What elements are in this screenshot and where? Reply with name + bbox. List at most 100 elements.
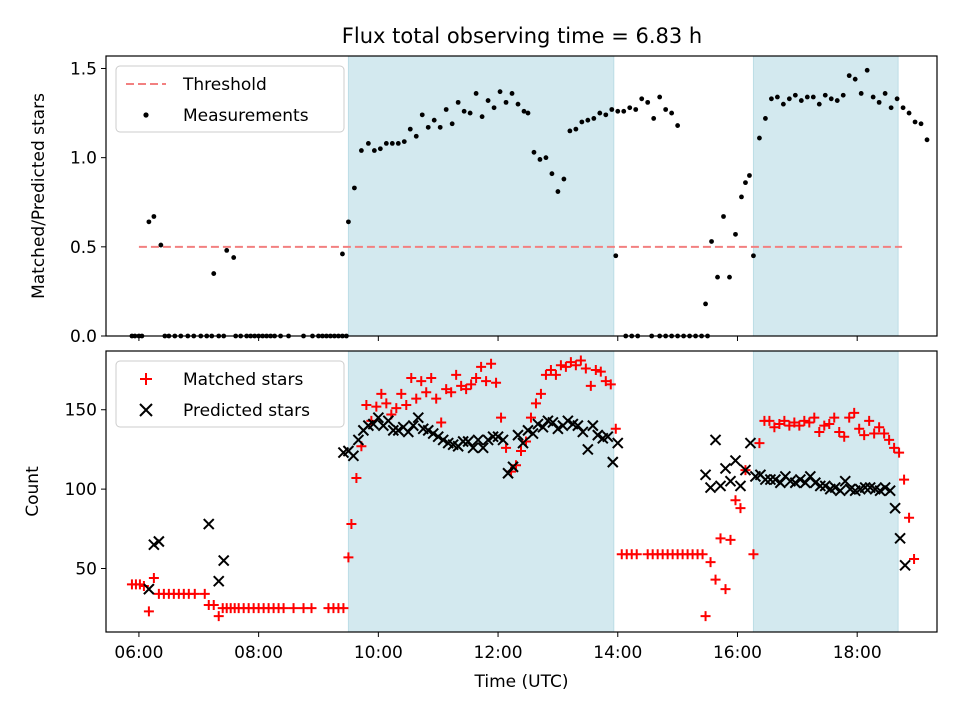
- point-predicted-stars: [372, 411, 385, 424]
- point-predicted-stars: [522, 424, 534, 437]
- plot-frame: [105, 350, 938, 633]
- point-measurements: [852, 76, 858, 82]
- point-matched-stars: [466, 379, 477, 390]
- point-matched-stars: [496, 412, 507, 423]
- point-matched-stars: [545, 365, 556, 376]
- point-measurements: [798, 98, 804, 103]
- point-measurements: [894, 96, 900, 102]
- point-measurements: [525, 110, 531, 116]
- legend-label: Threshold: [182, 75, 267, 95]
- point-predicted-stars: [592, 429, 604, 441]
- point-predicted-stars: [764, 473, 777, 486]
- point-matched-stars: [839, 431, 850, 442]
- point-measurements: [591, 116, 597, 121]
- point-measurements: [651, 116, 657, 121]
- point-matched-stars: [725, 534, 736, 545]
- point-matched-stars: [471, 372, 482, 383]
- point-matched-stars: [580, 363, 591, 374]
- point-measurements: [449, 121, 455, 127]
- point-predicted-stars: [607, 456, 619, 468]
- point-predicted-stars: [884, 484, 896, 497]
- point-measurements: [352, 185, 357, 191]
- point-matched-stars: [884, 434, 895, 445]
- point-predicted-stars: [492, 431, 504, 443]
- point-measurements: [763, 116, 768, 121]
- point-measurements: [792, 92, 798, 98]
- point-measurements: [876, 99, 882, 105]
- point-matched-stars: [899, 474, 910, 485]
- point-predicted-stars: [889, 502, 901, 514]
- point-matched-stars: [824, 419, 835, 430]
- point-matched-stars: [411, 393, 422, 404]
- y-tick-label: 1.0: [70, 149, 97, 169]
- point-matched-stars: [436, 417, 447, 428]
- point-predicted-stars: [437, 434, 449, 446]
- point-predicted-stars: [769, 473, 782, 486]
- point-matched-stars: [730, 495, 741, 506]
- point-matched-stars: [189, 588, 200, 599]
- point-predicted-stars: [153, 535, 165, 548]
- point-predicted-stars: [879, 481, 891, 494]
- point-matched-stars: [748, 549, 759, 560]
- point-predicted-stars: [457, 435, 469, 448]
- point-measurements: [437, 124, 443, 130]
- point-predicted-stars: [704, 481, 717, 494]
- point-measurements: [365, 140, 371, 146]
- x-tick-label: 08:00: [234, 643, 283, 663]
- point-matched-stars: [904, 512, 915, 523]
- point-matched-stars: [697, 549, 708, 560]
- point-predicted-stars: [517, 437, 529, 449]
- point-predicted-stars: [839, 475, 851, 487]
- point-matched-stars: [406, 372, 417, 383]
- y-tick-label: 150: [65, 401, 97, 421]
- point-matched-stars: [376, 388, 387, 399]
- point-matched-stars: [491, 377, 502, 388]
- point-matched-stars: [590, 365, 601, 376]
- point-predicted-stars: [477, 442, 489, 454]
- point-predicted-stars: [759, 473, 772, 486]
- point-measurements: [743, 180, 748, 186]
- point-matched-stars: [421, 387, 432, 398]
- point-matched-stars: [148, 573, 159, 584]
- point-measurements: [413, 133, 419, 139]
- point-measurements: [377, 146, 383, 152]
- point-predicted-stars: [527, 427, 539, 440]
- point-matched-stars: [585, 380, 596, 391]
- point-matched-stars: [710, 574, 721, 585]
- x-tick-label: 12:00: [474, 643, 523, 663]
- point-predicted-stars: [562, 415, 574, 427]
- point-matched-stars: [476, 361, 487, 372]
- plot-frame: [105, 55, 938, 337]
- point-predicted-stars: [497, 434, 509, 446]
- point-predicted-stars: [794, 473, 807, 486]
- point-measurements: [146, 219, 152, 225]
- point-measurements: [786, 96, 792, 102]
- point-matched-stars: [213, 611, 224, 622]
- point-predicted-stars: [734, 480, 747, 492]
- point-predicted-stars: [814, 480, 826, 492]
- point-predicted-stars: [729, 454, 742, 467]
- point-predicted-stars: [382, 415, 395, 427]
- legend-box: [115, 65, 345, 133]
- point-matched-stars: [426, 372, 437, 383]
- point-measurements: [497, 89, 503, 95]
- point-measurements: [371, 148, 377, 153]
- point-matched-stars: [849, 407, 860, 418]
- point-measurements: [597, 110, 603, 116]
- x-tick-label: 06:00: [114, 643, 163, 663]
- x-tick-label: 16:00: [713, 643, 762, 663]
- point-predicted-stars: [412, 411, 424, 424]
- point-matched-stars: [575, 355, 586, 366]
- point-matched-stars: [700, 611, 711, 622]
- point-matched-stars: [530, 398, 541, 409]
- point-matched-stars: [889, 442, 900, 453]
- point-matched-stars: [834, 426, 845, 437]
- point-measurements: [443, 107, 449, 112]
- y-tick-label: 0.0: [70, 327, 97, 347]
- point-matched-stars: [720, 584, 731, 595]
- point-measurements: [521, 108, 527, 114]
- point-measurements: [780, 101, 786, 107]
- point-predicted-stars: [714, 480, 727, 492]
- point-matched-stars: [809, 412, 820, 423]
- point-measurements: [900, 105, 906, 111]
